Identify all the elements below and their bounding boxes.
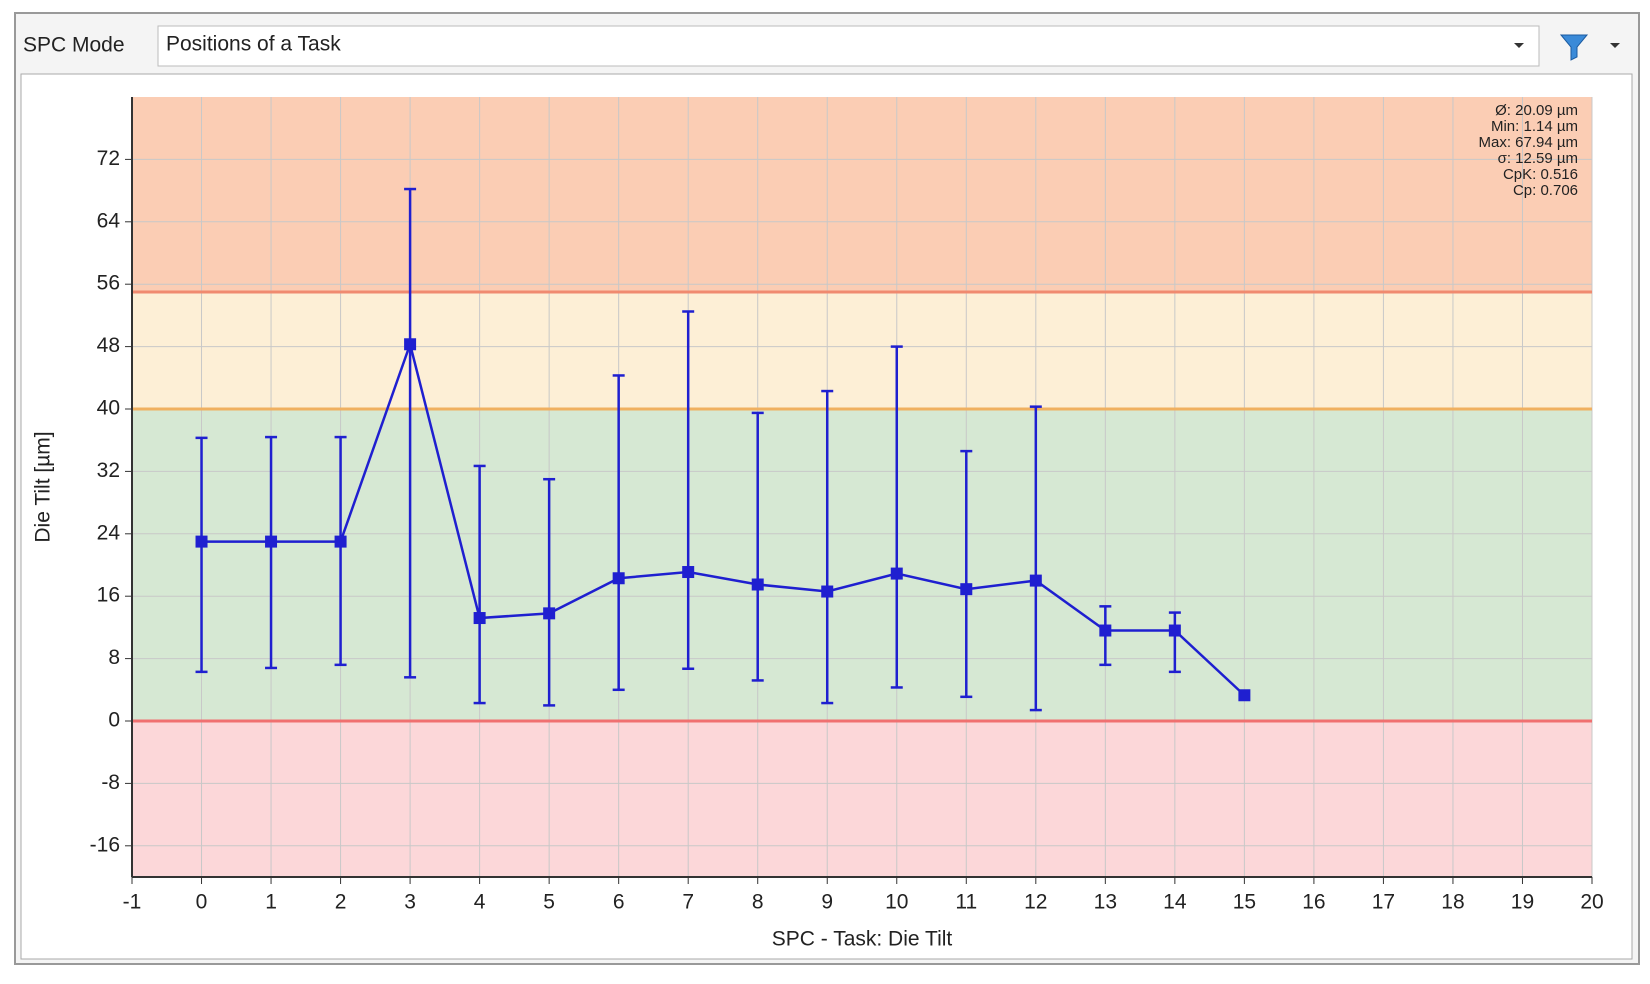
x-tick-label: 2 [335, 891, 347, 914]
data-point [473, 612, 486, 625]
data-point [682, 566, 695, 579]
data-point [1238, 689, 1251, 702]
stat-line: Ø: 20.09 µm [1495, 102, 1578, 119]
data-point [821, 585, 834, 598]
x-tick-label: 5 [543, 891, 555, 914]
x-axis-label: SPC - Task: Die Tilt [772, 928, 953, 951]
y-tick-label: 40 [97, 397, 120, 420]
mode-label: SPC Mode [23, 34, 125, 57]
stat-line: CpK: 0.516 [1503, 166, 1578, 183]
y-tick-label: 16 [97, 584, 120, 607]
x-tick-label: 9 [821, 891, 833, 914]
data-point [890, 567, 903, 580]
zone-band [132, 409, 1592, 721]
y-tick-label: 56 [97, 272, 120, 295]
stat-line: Min: 1.14 µm [1491, 118, 1578, 135]
x-tick-label: 17 [1372, 891, 1395, 914]
data-point [1099, 624, 1112, 637]
x-tick-label: 12 [1024, 891, 1047, 914]
x-tick-label: 8 [752, 891, 764, 914]
x-tick-label: 13 [1094, 891, 1117, 914]
data-point [960, 583, 973, 596]
x-tick-label: -1 [123, 891, 142, 914]
mode-selection: Positions of a Task [166, 33, 341, 56]
x-tick-label: 4 [474, 891, 486, 914]
data-point [543, 607, 556, 620]
data-point [334, 535, 347, 548]
filter-icon[interactable] [1559, 34, 1589, 61]
x-tick-label: 16 [1302, 891, 1325, 914]
stat-line: Cp: 0.706 [1513, 182, 1578, 199]
data-point [404, 338, 417, 351]
stat-line: Max: 67.94 µm [1478, 134, 1578, 151]
x-tick-label: 0 [196, 891, 208, 914]
x-tick-label: 19 [1511, 891, 1534, 914]
zone-band [132, 721, 1592, 877]
data-point [751, 578, 764, 591]
y-tick-label: 32 [97, 459, 120, 482]
x-tick-label: 1 [265, 891, 277, 914]
y-tick-label: 8 [108, 646, 120, 669]
data-point [195, 535, 208, 548]
data-point [612, 572, 625, 585]
y-axis-label: Die Tilt [µm] [32, 431, 55, 542]
data-point [1029, 574, 1042, 587]
x-tick-label: 18 [1441, 891, 1464, 914]
x-tick-label: 6 [613, 891, 625, 914]
x-tick-label: 14 [1163, 891, 1187, 914]
y-tick-label: 72 [97, 147, 120, 170]
x-tick-label: 11 [955, 891, 977, 914]
y-tick-label: 0 [108, 709, 120, 732]
y-tick-label: 64 [97, 209, 121, 232]
zone-band [132, 97, 1592, 292]
y-tick-label: -16 [90, 833, 120, 856]
filter-arrow[interactable] [1610, 43, 1620, 48]
x-tick-label: 15 [1233, 891, 1256, 914]
data-point [1168, 624, 1181, 637]
zone-band [132, 292, 1592, 409]
mode-dropdown[interactable] [157, 25, 1540, 67]
series-line [201, 339, 1246, 697]
stat-line: σ: 12.59 µm [1498, 150, 1578, 167]
x-tick-label: 7 [682, 891, 694, 914]
y-tick-label: 48 [97, 334, 120, 357]
y-tick-label: -8 [101, 771, 120, 794]
x-tick-label: 3 [404, 891, 416, 914]
data-point [265, 535, 278, 548]
x-tick-label: 10 [885, 891, 908, 914]
x-tick-label: 20 [1580, 891, 1603, 914]
dropdown-arrow[interactable] [1514, 43, 1524, 48]
y-tick-label: 24 [97, 521, 121, 544]
